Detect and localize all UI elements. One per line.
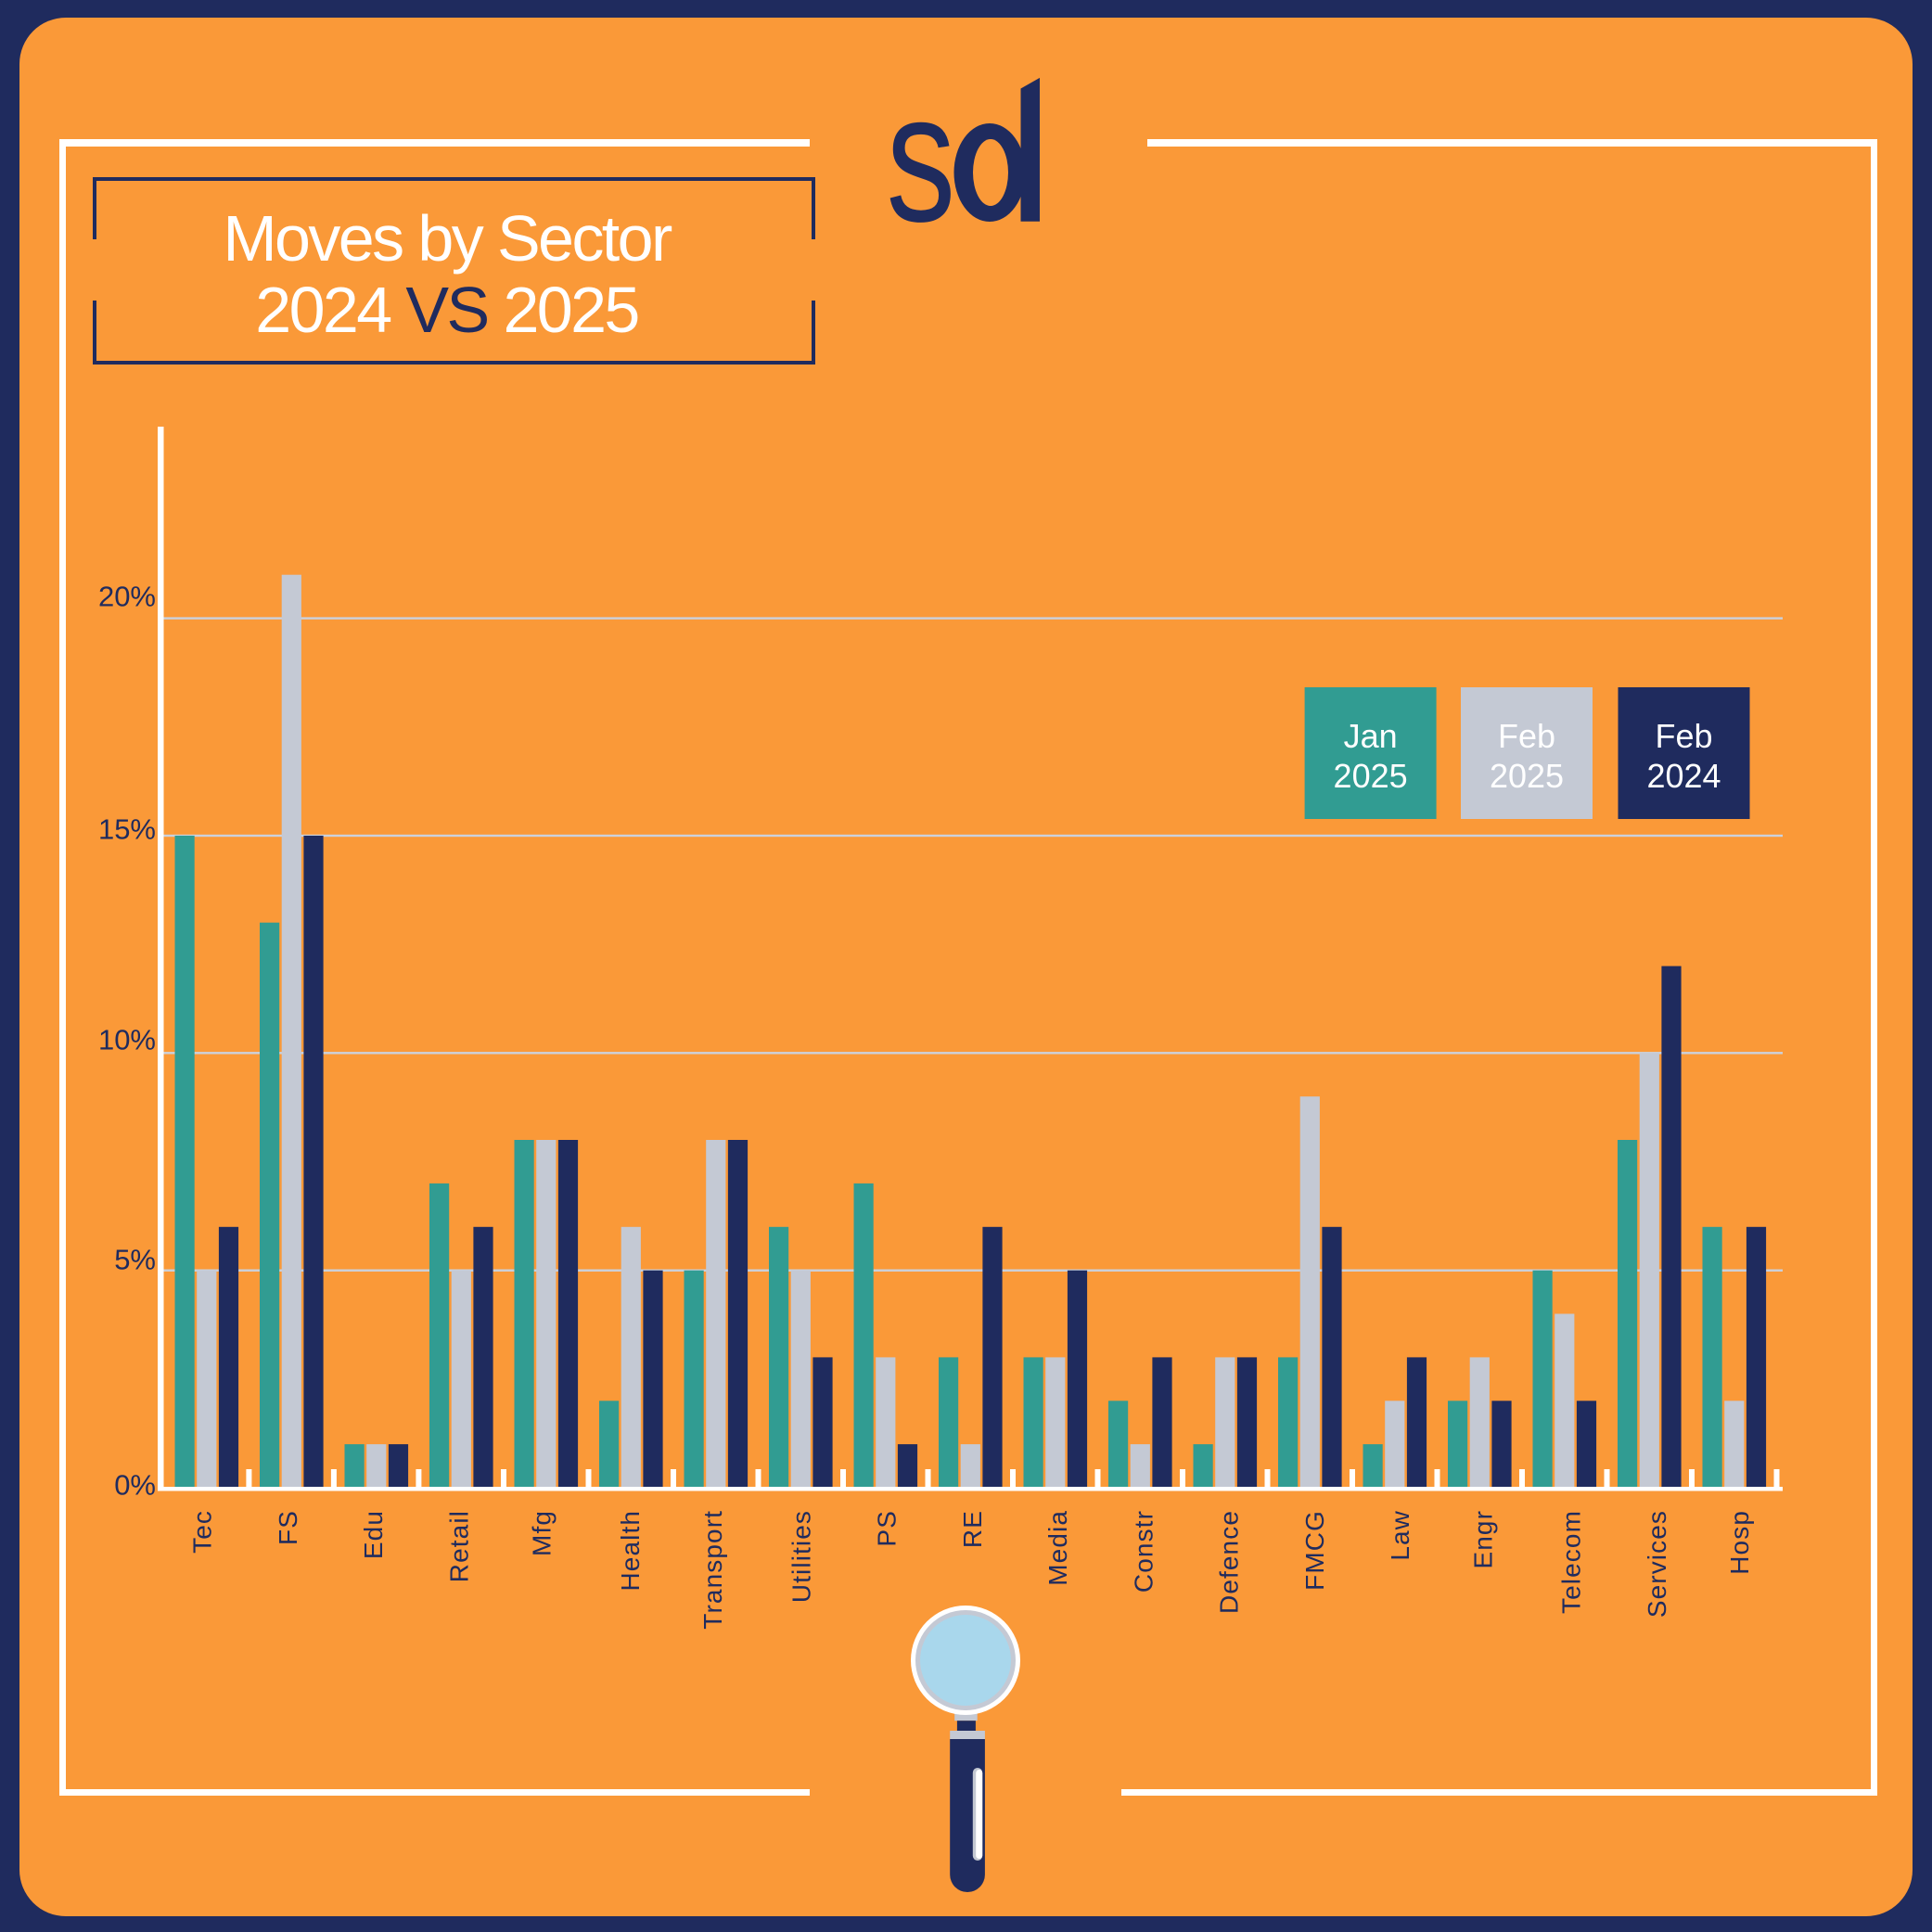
svg-text:Feb: Feb bbox=[1655, 717, 1712, 755]
svg-text:Jan: Jan bbox=[1344, 717, 1398, 755]
svg-text:Feb: Feb bbox=[1498, 717, 1555, 755]
svg-text:Tec: Tec bbox=[188, 1510, 217, 1554]
svg-text:Engr: Engr bbox=[1469, 1510, 1498, 1569]
svg-text:Services: Services bbox=[1643, 1510, 1671, 1618]
svg-text:Health: Health bbox=[616, 1510, 645, 1592]
svg-text:20%: 20% bbox=[98, 581, 156, 613]
svg-text:Media: Media bbox=[1043, 1510, 1072, 1586]
svg-text:Law: Law bbox=[1386, 1510, 1414, 1561]
svg-text:5%: 5% bbox=[114, 1244, 156, 1276]
svg-text:Hosp: Hosp bbox=[1725, 1510, 1754, 1575]
svg-text:10%: 10% bbox=[98, 1024, 156, 1056]
svg-text:FS: FS bbox=[274, 1510, 302, 1545]
svg-text:2025: 2025 bbox=[1490, 757, 1564, 795]
svg-text:s: s bbox=[887, 56, 956, 261]
svg-text:2024: 2024 bbox=[1646, 757, 1721, 795]
svg-text:PS: PS bbox=[873, 1510, 902, 1547]
svg-text:FMCG: FMCG bbox=[1300, 1510, 1329, 1591]
svg-text:RE: RE bbox=[958, 1510, 987, 1548]
svg-text:Transport: Transport bbox=[698, 1510, 727, 1630]
svg-text:0%: 0% bbox=[114, 1469, 156, 1502]
svg-text:Retail: Retail bbox=[444, 1510, 473, 1582]
svg-text:Telecom: Telecom bbox=[1557, 1510, 1586, 1614]
svg-text:Defence: Defence bbox=[1215, 1510, 1244, 1614]
svg-text:Mfg: Mfg bbox=[528, 1510, 557, 1556]
svg-text:Constr: Constr bbox=[1130, 1510, 1158, 1593]
svg-text:15%: 15% bbox=[98, 813, 156, 846]
svg-text:Edu: Edu bbox=[359, 1510, 388, 1559]
svg-text:Utilities: Utilities bbox=[787, 1510, 816, 1603]
svg-text:2025: 2025 bbox=[1334, 757, 1408, 795]
